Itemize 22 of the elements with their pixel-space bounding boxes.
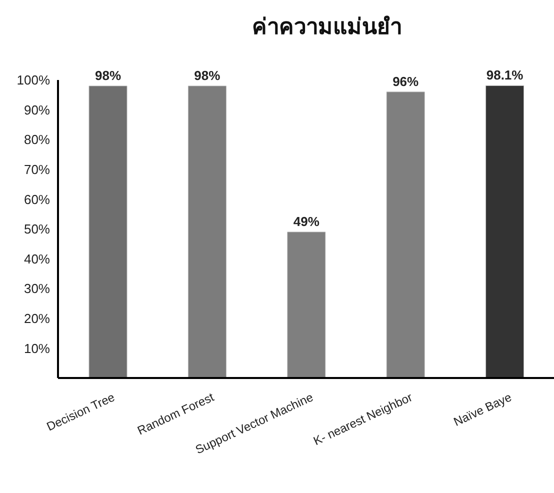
- y-tick-label: 60%: [24, 192, 50, 207]
- y-tick-label: 50%: [24, 222, 50, 237]
- y-tick-label: 40%: [24, 251, 50, 266]
- data-label: 96%: [392, 74, 420, 89]
- y-tick-label: 20%: [24, 311, 50, 326]
- y-tick-label: 80%: [24, 132, 50, 148]
- data-label: 98.1%: [486, 68, 524, 83]
- chart-title: ค่าความแม่นยำ: [251, 14, 403, 42]
- y-tick-label: 90%: [24, 102, 50, 118]
- x-tick-label: Naïve Baye: [452, 390, 514, 429]
- data-label: 49%: [293, 214, 320, 229]
- bar: [188, 86, 226, 378]
- y-tick-label: 100%: [16, 72, 50, 88]
- y-tick-label: 30%: [24, 281, 50, 296]
- bar: [386, 92, 425, 378]
- y-tick-label: 10%: [24, 340, 50, 356]
- bar: [287, 232, 326, 378]
- bar: [88, 86, 128, 378]
- y-tick-label: 70%: [24, 162, 50, 178]
- data-label: 98%: [94, 68, 122, 83]
- bar: [486, 85, 524, 378]
- data-label: 98%: [194, 68, 221, 83]
